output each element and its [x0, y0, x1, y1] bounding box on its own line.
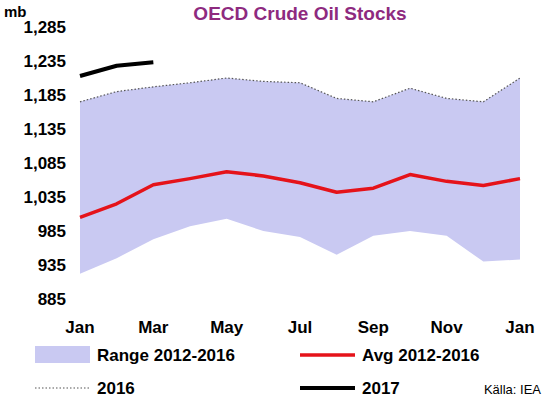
- y-tick-label: 985: [38, 222, 66, 241]
- y-tick-label: 1,285: [23, 18, 66, 37]
- legend: Range 2012-2016 Avg 2012-2016 2016 2017: [35, 346, 480, 398]
- y-tick: [68, 61, 72, 62]
- y-tick: [68, 163, 72, 164]
- x-tick-label: Sep: [358, 318, 389, 337]
- y-tick-label: 935: [38, 256, 66, 275]
- legend-swatch: [300, 353, 355, 357]
- series-line: [80, 62, 153, 76]
- x-tick-label: May: [210, 318, 244, 337]
- x-tick-label: Mar: [138, 318, 169, 337]
- title: OECD Crude Oil Stocks: [193, 3, 406, 24]
- y-tick-label: 885: [38, 290, 66, 309]
- legend-label: 2017: [362, 379, 400, 398]
- y-tick: [68, 27, 72, 28]
- y-tick: [68, 265, 72, 266]
- y-tick: [68, 129, 72, 130]
- x-tick-label: Jan: [505, 318, 534, 337]
- legend-label: Avg 2012-2016: [362, 346, 480, 365]
- plot-area: [80, 62, 520, 273]
- x-tick-label: Jul: [288, 318, 313, 337]
- legend-label: 2016: [97, 379, 135, 398]
- legend-swatch: [35, 387, 90, 388]
- y-tick: [68, 95, 72, 96]
- y-tick-label: 1,185: [23, 86, 66, 105]
- x-tick-label: Jan: [65, 318, 94, 337]
- legend-swatch: [300, 386, 355, 390]
- series-line: [80, 78, 520, 102]
- chart: OECD Crude Oil Stocksmb8859359851,0351,0…: [0, 0, 548, 405]
- y-tick: [68, 299, 72, 300]
- x-tick-label: Nov: [431, 318, 464, 337]
- y-tick: [68, 231, 72, 232]
- y-tick-label: 1,235: [23, 52, 66, 71]
- range-area: [80, 78, 520, 274]
- legend-swatch: [35, 346, 90, 363]
- series-line: [80, 172, 520, 218]
- source-note: Källa: IEA: [484, 382, 541, 397]
- y-tick-label: 1,135: [23, 120, 66, 139]
- y-tick: [68, 197, 72, 198]
- legend-label: Range 2012-2016: [97, 346, 235, 365]
- y-tick-label: 1,085: [23, 154, 66, 173]
- y-tick-label: 1,035: [23, 188, 66, 207]
